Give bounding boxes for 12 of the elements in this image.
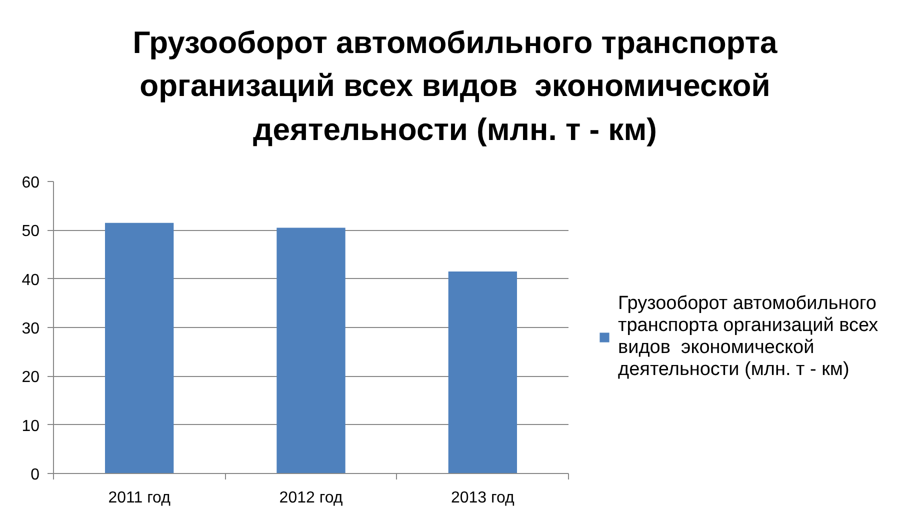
chart-title: Грузооборот автомобильного транспорта организаций всех видов экономической деятельности (млн. т - км) — [132, 24, 778, 149]
y-tick-label: 50 — [22, 223, 40, 240]
y-tick-label: 30 — [22, 320, 40, 338]
x-tick-label: 2013 год — [450, 490, 516, 506]
x-tick-label: 2012 год — [279, 490, 344, 506]
x-tick-label: 2011 год — [108, 490, 172, 506]
y-tick-label: 0 — [30, 466, 40, 484]
legend-label: Грузооборот автомобильного транспорта организаций всех видов экономической деятельности (млн. т - км) — [618, 293, 878, 381]
y-tick-label: 40 — [22, 272, 40, 289]
y-tick-label: 20 — [22, 369, 40, 386]
y-tick-label: 10 — [22, 418, 40, 435]
y-tick-label: 60 — [22, 174, 40, 192]
